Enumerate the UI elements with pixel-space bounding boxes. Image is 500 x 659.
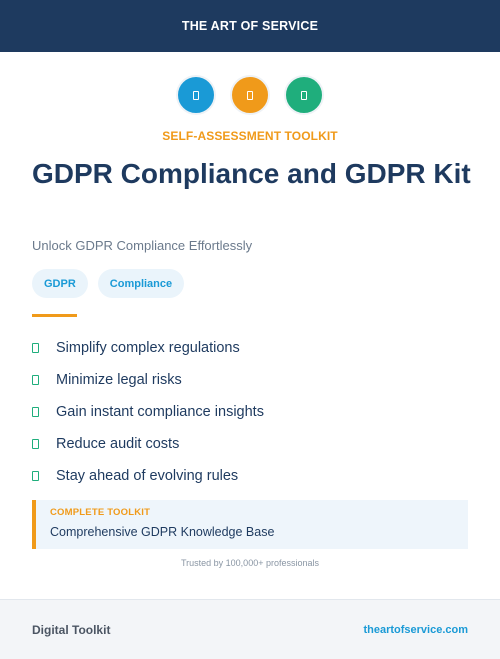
callout-text: Comprehensive GDPR Knowledge Base: [50, 525, 275, 539]
document-icon: [230, 75, 270, 115]
page-title: GDPR Compliance and GDPR Kit: [32, 158, 471, 189]
feature-list: Simplify complex regulations Minimize le…: [32, 332, 264, 492]
footer: Digital Toolkit theartofservice.com: [0, 599, 500, 659]
list-item: Gain instant compliance insights: [32, 396, 264, 428]
page-subtitle: Unlock GDPR Compliance Effortlessly: [32, 238, 253, 253]
tag-list: GDPR Compliance: [32, 269, 185, 298]
list-item: Minimize legal risks: [32, 364, 264, 396]
feature-label: Minimize legal risks: [56, 372, 182, 388]
website-link[interactable]: theartofservice.com: [363, 623, 468, 636]
check-icon: [32, 343, 39, 353]
icon-row: [0, 75, 500, 115]
footer-label: Digital Toolkit: [32, 622, 111, 637]
accent-divider: [32, 314, 77, 317]
check-icon: [32, 375, 39, 385]
tag-gdpr[interactable]: GDPR: [32, 269, 88, 298]
toolkit-callout: COMPLETE TOOLKIT Comprehensive GDPR Know…: [32, 500, 468, 549]
check-icon: [32, 407, 39, 417]
list-item: Simplify complex regulations: [32, 332, 264, 364]
check-icon: [32, 471, 39, 481]
section-kicker: SELF-ASSESSMENT TOOLKIT: [162, 129, 338, 143]
list-item: Reduce audit costs: [32, 428, 264, 460]
document-icon: [176, 75, 216, 115]
callout-kicker: COMPLETE TOOLKIT: [50, 507, 151, 518]
tag-compliance[interactable]: Compliance: [97, 269, 185, 298]
feature-label: Stay ahead of evolving rules: [56, 468, 239, 484]
feature-label: Gain instant compliance insights: [56, 404, 264, 420]
feature-label: Simplify complex regulations: [56, 340, 240, 356]
list-item: Stay ahead of evolving rules: [32, 460, 264, 492]
document-icon: [284, 75, 324, 115]
check-icon: [32, 439, 39, 449]
feature-label: Reduce audit costs: [56, 436, 180, 452]
top-banner: THE ART OF SERVICE: [0, 0, 500, 52]
trust-note: Trusted by 100,000+ professionals: [180, 558, 319, 568]
brand-name: THE ART OF SERVICE: [181, 19, 319, 33]
